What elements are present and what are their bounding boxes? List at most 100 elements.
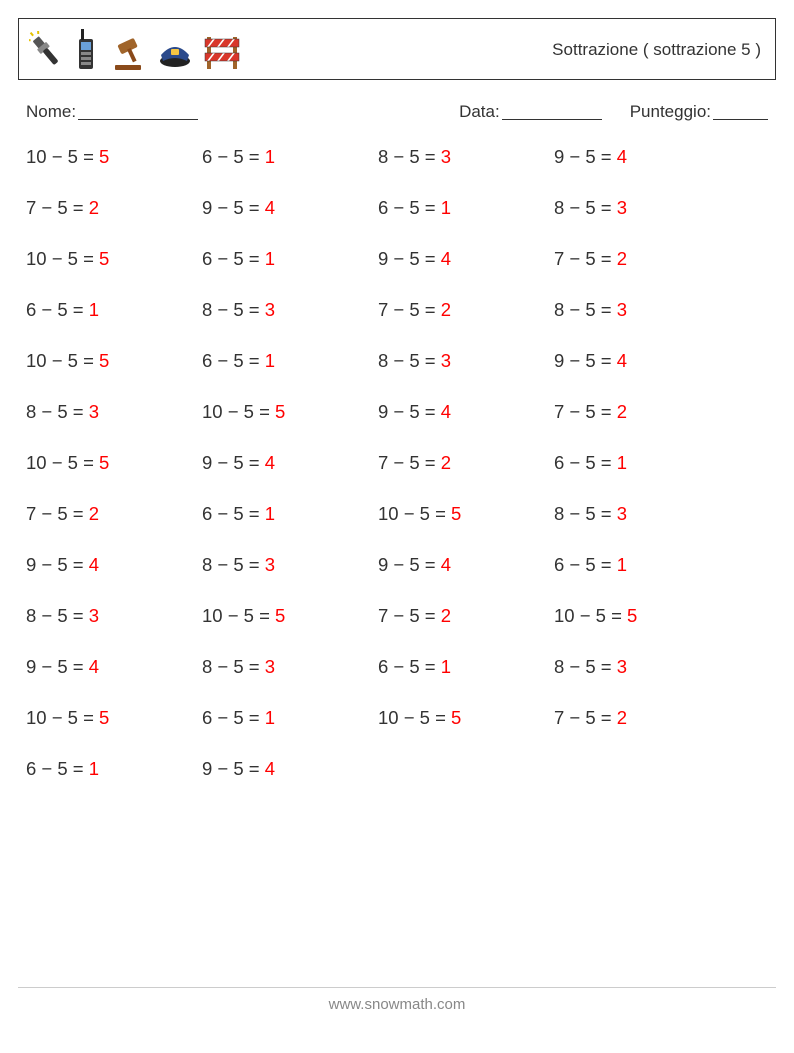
expression: 8 − 5 = <box>554 503 617 524</box>
expression: 10 − 5 = <box>26 146 99 167</box>
expression: 9 − 5 = <box>554 146 617 167</box>
problem-row: 9 − 5 = 48 − 5 = 39 − 5 = 46 − 5 = 1 <box>26 554 776 576</box>
problem-cell: 6 − 5 = 1 <box>554 554 730 576</box>
expression: 6 − 5 = <box>554 554 617 575</box>
problem-cell: 6 − 5 = 1 <box>26 299 202 321</box>
answer: 4 <box>441 401 451 422</box>
problem-cell: 8 − 5 = 3 <box>26 401 202 423</box>
problem-cell: 6 − 5 = 1 <box>202 503 378 525</box>
expression: 9 − 5 = <box>554 350 617 371</box>
answer: 4 <box>617 146 627 167</box>
answer: 4 <box>265 197 275 218</box>
expression: 8 − 5 = <box>554 656 617 677</box>
problem-row: 7 − 5 = 29 − 5 = 46 − 5 = 18 − 5 = 3 <box>26 197 776 219</box>
answer: 2 <box>617 401 627 422</box>
problem-cell: 8 − 5 = 3 <box>202 656 378 678</box>
problem-cell: 8 − 5 = 3 <box>26 605 202 627</box>
expression: 9 − 5 = <box>202 758 265 779</box>
problem-cell: 6 − 5 = 1 <box>26 758 202 780</box>
problem-cell: 7 − 5 = 2 <box>554 707 730 729</box>
worksheet-title: Sottrazione ( sottrazione 5 ) <box>552 40 765 60</box>
expression: 10 − 5 = <box>26 350 99 371</box>
problem-row: 6 − 5 = 18 − 5 = 37 − 5 = 28 − 5 = 3 <box>26 299 776 321</box>
problem-cell: 10 − 5 = 5 <box>26 707 202 729</box>
footer-divider <box>18 987 776 988</box>
problem-cell: 6 − 5 = 1 <box>378 197 554 219</box>
answer: 3 <box>441 350 451 371</box>
name-label: Nome: <box>26 102 76 121</box>
answer: 4 <box>265 452 275 473</box>
name-blank[interactable] <box>78 119 198 120</box>
problem-cell: 10 − 5 = 5 <box>26 146 202 168</box>
answer: 2 <box>89 503 99 524</box>
problem-cell: 7 − 5 = 2 <box>26 197 202 219</box>
problem-cell: 10 − 5 = 5 <box>202 605 378 627</box>
expression: 10 − 5 = <box>26 452 99 473</box>
expression: 9 − 5 = <box>378 401 441 422</box>
problem-cell: 10 − 5 = 5 <box>26 350 202 372</box>
expression: 7 − 5 = <box>378 605 441 626</box>
problem-row: 10 − 5 = 56 − 5 = 18 − 5 = 39 − 5 = 4 <box>26 350 776 372</box>
problem-cell: 8 − 5 = 3 <box>378 350 554 372</box>
answer: 3 <box>617 656 627 677</box>
expression: 6 − 5 = <box>202 146 265 167</box>
answer: 3 <box>441 146 451 167</box>
answer: 1 <box>617 554 627 575</box>
expression: 9 − 5 = <box>202 452 265 473</box>
answer: 5 <box>627 605 637 626</box>
expression: 8 − 5 = <box>554 299 617 320</box>
date-label: Data: <box>459 102 500 121</box>
problem-cell: 8 − 5 = 3 <box>378 146 554 168</box>
answer: 1 <box>89 758 99 779</box>
problem-cell: 9 − 5 = 4 <box>202 452 378 474</box>
expression: 9 − 5 = <box>378 554 441 575</box>
problem-cell: 10 − 5 = 5 <box>26 452 202 474</box>
problem-cell: 9 − 5 = 4 <box>202 758 378 780</box>
problem-cell: 9 − 5 = 4 <box>202 197 378 219</box>
expression: 9 − 5 = <box>26 656 89 677</box>
problem-cell: 6 − 5 = 1 <box>554 452 730 474</box>
answer: 3 <box>265 656 275 677</box>
expression: 9 − 5 = <box>202 197 265 218</box>
answer: 2 <box>617 248 627 269</box>
problem-cell: 8 − 5 = 3 <box>554 197 730 219</box>
expression: 10 − 5 = <box>378 707 451 728</box>
problem-row: 10 − 5 = 56 − 5 = 18 − 5 = 39 − 5 = 4 <box>26 146 776 168</box>
expression: 10 − 5 = <box>554 605 627 626</box>
date-blank[interactable] <box>502 119 602 120</box>
problem-cell: 7 − 5 = 2 <box>378 605 554 627</box>
problem-cell: 9 − 5 = 4 <box>378 248 554 270</box>
flashlight-icon <box>29 31 63 71</box>
answer: 5 <box>99 452 109 473</box>
problem-cell: 9 − 5 = 4 <box>26 554 202 576</box>
expression: 10 − 5 = <box>202 401 275 422</box>
expression: 7 − 5 = <box>554 401 617 422</box>
radio-icon <box>73 29 99 71</box>
problem-cell: 9 − 5 = 4 <box>554 350 730 372</box>
problem-cell: 6 − 5 = 1 <box>202 146 378 168</box>
problem-cell: 7 − 5 = 2 <box>554 401 730 423</box>
expression: 8 − 5 = <box>378 350 441 371</box>
problem-row: 9 − 5 = 48 − 5 = 36 − 5 = 18 − 5 = 3 <box>26 656 776 678</box>
score-blank[interactable] <box>713 119 768 120</box>
date-field: Data: <box>459 102 602 122</box>
answer: 4 <box>441 248 451 269</box>
answer: 5 <box>99 146 109 167</box>
problem-cell: 9 − 5 = 4 <box>378 401 554 423</box>
header-icons <box>29 29 241 71</box>
problem-row: 10 − 5 = 59 − 5 = 47 − 5 = 26 − 5 = 1 <box>26 452 776 474</box>
answer: 4 <box>441 554 451 575</box>
expression: 10 − 5 = <box>26 248 99 269</box>
expression: 8 − 5 = <box>554 197 617 218</box>
problem-cell: 7 − 5 = 2 <box>378 299 554 321</box>
problem-cell: 10 − 5 = 5 <box>554 605 730 627</box>
expression: 8 − 5 = <box>378 146 441 167</box>
answer: 2 <box>441 299 451 320</box>
gavel-icon <box>109 31 147 71</box>
problem-cell: 7 − 5 = 2 <box>26 503 202 525</box>
expression: 7 − 5 = <box>26 503 89 524</box>
problem-cell: 9 − 5 = 4 <box>378 554 554 576</box>
problem-cell: 6 − 5 = 1 <box>378 656 554 678</box>
expression: 7 − 5 = <box>554 707 617 728</box>
expression: 10 − 5 = <box>26 707 99 728</box>
